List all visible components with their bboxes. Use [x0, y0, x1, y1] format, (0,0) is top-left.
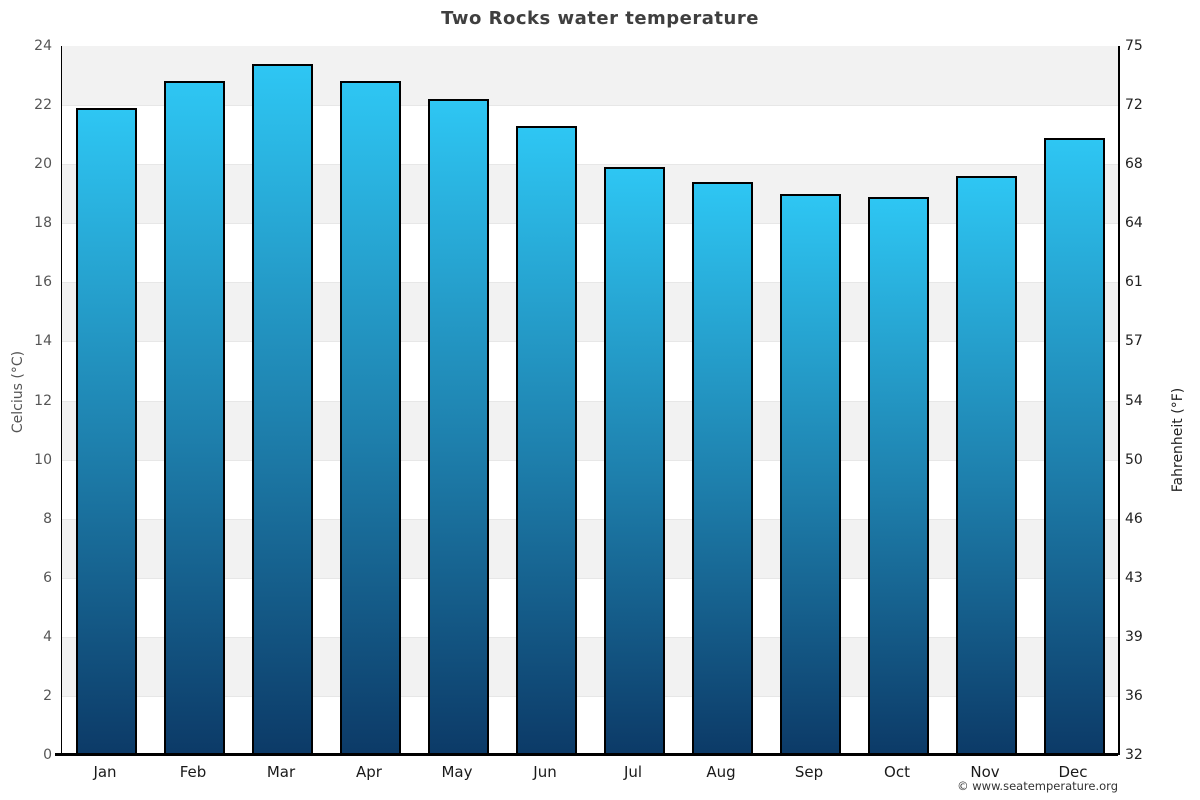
y-tick-label-celsius: 2 — [43, 687, 52, 704]
plot-band — [62, 105, 1118, 165]
x-tick-label-aug: Aug — [706, 763, 736, 781]
bar-jul[interactable] — [603, 167, 665, 755]
y-tick-label-celsius: 14 — [34, 333, 52, 350]
plot-band — [62, 518, 1118, 578]
y-tick-label-celsius: 4 — [43, 628, 52, 645]
y-tick-label-celsius: 22 — [34, 97, 52, 114]
y-tick-label-celsius: 0 — [43, 747, 52, 763]
copyright-text: © www.seatemperature.org — [957, 779, 1118, 793]
y-tick-label-fahrenheit: 75 — [1125, 38, 1143, 54]
x-tick-label-dec: Dec — [1058, 763, 1088, 781]
bar-nov[interactable] — [955, 175, 1017, 755]
y-tick-label-celsius: 20 — [34, 156, 52, 173]
y-tick-label-fahrenheit: 39 — [1125, 628, 1143, 645]
y-tick-label-fahrenheit: 64 — [1125, 215, 1143, 232]
bar-mar[interactable] — [251, 63, 313, 755]
y-tick-label-fahrenheit: 72 — [1125, 97, 1143, 114]
plot-band — [62, 164, 1118, 224]
y-tick-label-celsius: 16 — [34, 274, 52, 291]
bar-jun[interactable] — [515, 125, 577, 755]
x-tick-label-oct: Oct — [884, 763, 910, 781]
plot-band — [62, 577, 1118, 637]
bar-sep[interactable] — [779, 193, 841, 755]
bar-aug[interactable] — [691, 181, 753, 755]
y-tick-label-fahrenheit: 50 — [1125, 451, 1143, 468]
x-tick-label-nov: Nov — [970, 763, 1000, 781]
y-tick-label-fahrenheit: 54 — [1125, 392, 1143, 409]
x-tick-label-may: May — [441, 763, 473, 781]
y-tick-label-fahrenheit: 68 — [1125, 156, 1143, 173]
x-tick-label-mar: Mar — [266, 763, 296, 781]
x-tick-label-jan: Jan — [93, 763, 117, 781]
plot-band — [62, 695, 1118, 755]
x-tick-label-feb: Feb — [179, 763, 207, 781]
plot-band — [62, 636, 1118, 696]
x-tick-label-jun: Jun — [533, 763, 557, 781]
plot-band — [62, 46, 1118, 106]
bar-jan[interactable] — [75, 108, 137, 755]
x-tick-label-sep: Sep — [794, 763, 824, 781]
y-tick-label-celsius: 8 — [43, 510, 52, 527]
x-axis-line — [55, 753, 1118, 756]
y-axis-title-fahrenheit: Fahrenheit (°F) — [1170, 387, 1186, 493]
y-tick-label-celsius: 10 — [34, 451, 52, 468]
bar-apr[interactable] — [339, 81, 401, 755]
y-tick-label-fahrenheit: 61 — [1125, 274, 1143, 291]
y-tick-label-fahrenheit: 57 — [1125, 333, 1143, 350]
y-tick-label-fahrenheit: 43 — [1125, 569, 1143, 586]
bar-may[interactable] — [427, 99, 489, 755]
plot-band — [62, 341, 1118, 401]
y-tick-label-fahrenheit: 36 — [1125, 687, 1143, 704]
bar-oct[interactable] — [867, 196, 929, 755]
y-tick-label-celsius: 12 — [34, 392, 52, 409]
x-tick-label-apr: Apr — [356, 763, 382, 781]
y-tick-label-celsius: 6 — [43, 569, 52, 586]
y-tick-label-fahrenheit: 32 — [1125, 747, 1143, 763]
plot-band — [62, 282, 1118, 342]
y-tick-label-celsius: 24 — [34, 38, 52, 54]
x-tick-label-jul: Jul — [623, 763, 643, 781]
plot-band — [62, 223, 1118, 283]
chart-title: Two Rocks water temperature — [441, 8, 759, 29]
bar-dec[interactable] — [1043, 137, 1105, 755]
y-tick-label-fahrenheit: 46 — [1125, 510, 1143, 527]
bar-feb[interactable] — [163, 81, 225, 755]
y-tick-label-celsius: 18 — [34, 215, 52, 232]
plot-band — [62, 459, 1118, 519]
plot-area — [61, 46, 1120, 755]
plot-band — [62, 400, 1118, 460]
